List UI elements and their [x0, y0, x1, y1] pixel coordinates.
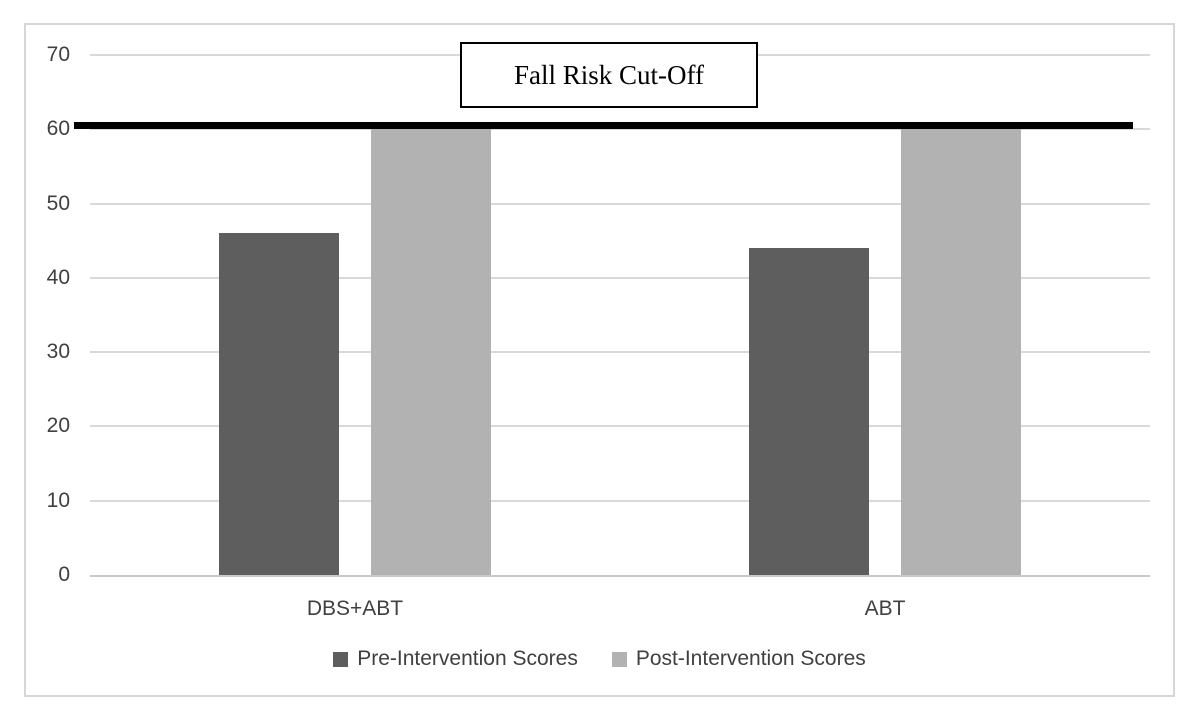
gridline [90, 276, 1150, 279]
chart-title: Fall Risk Cut-Off [513, 59, 704, 90]
y-axis-tick-label: 20 [46, 414, 70, 438]
gridline [90, 351, 1150, 354]
fall-risk-cutoff-line [74, 122, 1133, 129]
bar-pre-abt [749, 248, 869, 575]
legend-item-post: Post-Intervention Scores [611, 647, 866, 671]
gridline [90, 425, 1150, 428]
y-axis-tick-label: 0 [58, 563, 70, 586]
y-axis-tick-label: 10 [46, 488, 70, 512]
gridline [90, 202, 1150, 205]
legend-swatch-post [611, 651, 627, 667]
y-axis-tick-label: 40 [46, 265, 70, 289]
y-axis-tick-label: 70 [46, 43, 70, 66]
y-axis-tick-label: 60 [46, 117, 70, 141]
x-axis-category-label: ABT [864, 597, 906, 620]
gridline [90, 499, 1150, 502]
legend-label-post: Post-Intervention Scores [635, 647, 866, 670]
legend: Pre-Intervention Scores Post-Interventio… [26, 647, 1173, 671]
y-axis-tick-label: 30 [46, 340, 70, 364]
legend-item-pre: Pre-Intervention Scores [333, 647, 578, 671]
x-axis-category-label: DBS+ABT [306, 597, 404, 620]
figure: Fall Risk Cut-Off Pre-Intervention Score… [24, 23, 1175, 697]
legend-label-pre: Pre-Intervention Scores [357, 647, 578, 670]
plot-area [90, 54, 1150, 577]
bar-post-abt [901, 129, 1021, 575]
y-axis-tick-label: 50 [46, 191, 70, 215]
gridline [90, 128, 1150, 131]
chart-title-box: Fall Risk Cut-Off [460, 42, 758, 108]
legend-swatch-pre [333, 651, 349, 667]
bar-post-dbsabt [371, 129, 491, 575]
bar-pre-dbsabt [219, 233, 339, 575]
